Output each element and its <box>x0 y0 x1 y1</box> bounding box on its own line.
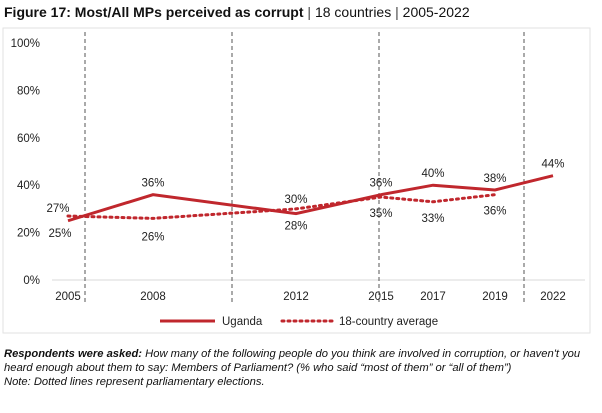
x-tick-label: 2017 <box>420 291 446 303</box>
series-line-uganda <box>67 174 554 223</box>
series-line-average <box>66 193 497 220</box>
data-label: 40% <box>421 168 444 180</box>
data-label: 26% <box>141 231 164 243</box>
chart-frame <box>2 27 591 334</box>
data-label: 27% <box>46 203 69 215</box>
y-tick-label: 60% <box>17 133 40 145</box>
y-tick-label: 20% <box>17 228 40 240</box>
y-tick-label: 0% <box>23 275 40 287</box>
x-tick-label: 2022 <box>540 291 566 303</box>
subtitle-countries: 18 countries <box>314 4 392 20</box>
x-tick-label: 2019 <box>482 291 508 303</box>
data-label: 44% <box>541 159 564 171</box>
x-tick-label: 2005 <box>55 291 81 303</box>
data-label: 25% <box>48 228 71 240</box>
notes-question: How many of the following people do you … <box>4 348 581 374</box>
notes-asked-label: Respondents were asked: <box>4 348 143 360</box>
data-label: 36% <box>369 178 392 190</box>
y-tick-label: 100% <box>11 38 40 50</box>
data-label: 38% <box>483 173 506 185</box>
y-tick-label: 80% <box>17 85 40 97</box>
data-label: 28% <box>284 221 307 233</box>
data-label: 33% <box>421 213 444 225</box>
x-tick-label: 2015 <box>368 291 394 303</box>
chart-notes: Respondents were asked: How many of the … <box>4 347 599 389</box>
x-tick-label: 2012 <box>283 291 309 303</box>
x-tick-label: 2008 <box>140 291 166 303</box>
data-label: 30% <box>284 194 307 206</box>
notes-election: Note: Dotted lines represent parliamenta… <box>4 376 265 388</box>
chart-title: Figure 17: Most/All MPs perceived as cor… <box>4 4 470 20</box>
subtitle-years: 2005-2022 <box>402 4 470 20</box>
y-tick-label: 40% <box>17 180 40 192</box>
line-chart: 0% 20% 40% 60% 80% 100% 2005 2008 2012 2015 2017 20… <box>2 27 591 334</box>
data-label: 35% <box>369 208 392 220</box>
data-label: 36% <box>483 206 506 218</box>
title-main: Figure 17: Most/All MPs perceived as cor… <box>4 4 304 20</box>
legend-label-average: 18-country average <box>339 316 438 328</box>
data-label: 36% <box>141 178 164 190</box>
legend-label-uganda: Uganda <box>222 316 263 328</box>
